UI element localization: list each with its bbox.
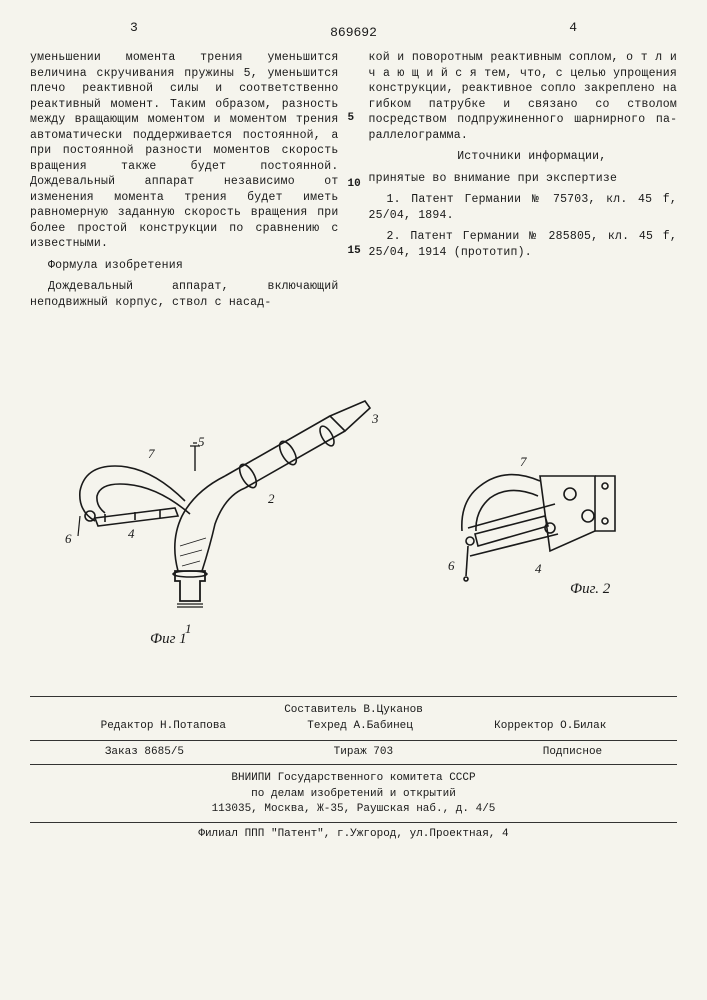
left-paragraph-1: уменьшении момента трения уменьшит­ся ве… bbox=[30, 50, 339, 252]
fig1-callout-6: 6 bbox=[65, 531, 72, 547]
reference-1: 1. Патент Германии № 75703, кл. 45 f, 25… bbox=[369, 192, 678, 223]
figures-svg bbox=[30, 346, 677, 666]
fig1-callout-5: 5 bbox=[198, 434, 205, 450]
left-paragraph-2: Дождевальный аппарат, включающий неподви… bbox=[30, 279, 339, 310]
corrector: Корректор О.Билак bbox=[494, 719, 606, 734]
order-number: Заказ 8685/5 bbox=[105, 745, 184, 760]
branch-line: Филиал ППП "Патент", г.Ужгород, ул.Проек… bbox=[30, 827, 677, 842]
credits-block: Составитель В.Цуканов Редактор Н.Потапов… bbox=[30, 696, 677, 842]
formula-title: Формула изобретения bbox=[30, 258, 339, 274]
fig2-callout-4: 4 bbox=[535, 561, 542, 577]
techred: Техред А.Бабинец bbox=[307, 719, 413, 734]
compiler-line: Составитель В.Цуканов bbox=[30, 703, 677, 718]
subscription: Подписное bbox=[543, 745, 602, 760]
credits-row: Редактор Н.Потапова Техред А.Бабинец Кор… bbox=[30, 719, 677, 734]
org-line-2: по делам изобретений и открытий bbox=[30, 787, 677, 802]
figures-area: 1 2 3 4 5 6 7 Фиг 1 4 6 7 Фиг. 2 bbox=[30, 346, 677, 666]
fig1-label: Фиг 1 bbox=[150, 631, 187, 648]
line-marker-5: 5 bbox=[348, 112, 355, 124]
figure-1 bbox=[78, 401, 370, 607]
sources-subtitle: принятые во внимание при экспертизе bbox=[369, 171, 678, 187]
patent-page: 3 4 869692 5 10 15 уменьшении момента тр… bbox=[0, 0, 707, 862]
left-page-number: 3 bbox=[130, 20, 138, 35]
editor: Редактор Н.Потапова bbox=[101, 719, 226, 734]
right-column: кой и поворотным реактивным соплом, о т … bbox=[369, 50, 678, 316]
document-number: 869692 bbox=[30, 25, 677, 40]
org-line-1: ВНИИПИ Государственного комитета СССР bbox=[30, 771, 677, 786]
order-line: Заказ 8685/5 Тираж 703 Подписное bbox=[30, 740, 677, 765]
line-marker-10: 10 bbox=[348, 178, 361, 190]
fig1-callout-2: 2 bbox=[268, 491, 275, 507]
sources-title: Источники информации, bbox=[369, 149, 678, 165]
fig2-callout-6: 6 bbox=[448, 558, 455, 574]
right-page-number: 4 bbox=[569, 20, 577, 35]
text-columns: 5 10 15 уменьшении момента трения уменьш… bbox=[30, 50, 677, 316]
left-column: уменьшении момента трения уменьшит­ся ве… bbox=[30, 50, 339, 316]
fig1-callout-4: 4 bbox=[128, 526, 135, 542]
fig1-callout-7: 7 bbox=[148, 446, 155, 462]
tirage: Тираж 703 bbox=[334, 745, 393, 760]
fig2-label: Фиг. 2 bbox=[570, 581, 610, 598]
line-marker-15: 15 bbox=[348, 245, 361, 257]
right-paragraph-1: кой и поворотным реактивным соплом, о т … bbox=[369, 50, 678, 143]
fig2-callout-7: 7 bbox=[520, 454, 527, 470]
reference-2: 2. Патент Германии № 285805, кл. 45 f, 2… bbox=[369, 229, 678, 260]
footer-org: ВНИИПИ Государственного комитета СССР по… bbox=[30, 771, 677, 822]
fig1-callout-3: 3 bbox=[372, 411, 379, 427]
org-address: 113035, Москва, Ж-35, Раушская наб., д. … bbox=[30, 802, 677, 817]
